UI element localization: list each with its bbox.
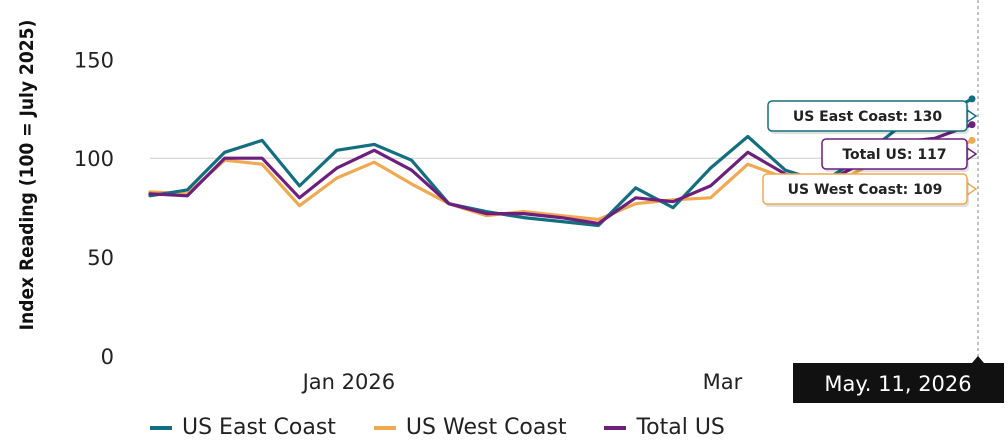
legend-label-total: Total US	[636, 415, 725, 440]
legend-item-west[interactable]: US West Coast	[373, 415, 567, 440]
callout-2: Total US: 117	[821, 138, 978, 172]
callout-box	[762, 173, 968, 205]
hover-date-label: May. 11, 2026	[824, 372, 971, 396]
y-axis-title: Index Reading (100 = July 2025)	[16, 20, 38, 331]
x-axis: Jan 2026 Mar	[301, 370, 743, 394]
legend-label-east: US East Coast	[182, 415, 336, 440]
legend-item-total[interactable]: Total US	[604, 415, 725, 440]
callout-box	[767, 100, 968, 132]
legend-swatch-east	[150, 425, 172, 430]
callout-box	[821, 138, 968, 170]
callout-layer: US East Coast: 130 Total US: 117 US West C…	[762, 100, 978, 207]
y-axis: 0 50 100 150	[74, 48, 114, 369]
legend-label-west: US West Coast	[405, 415, 567, 440]
callout-label: US East Coast: 130	[793, 109, 943, 125]
legend: US East Coast US West Coast Total US	[150, 415, 725, 440]
series-end-marker	[968, 95, 976, 103]
y-tick-label: 100	[74, 147, 114, 171]
callout-1: US West Coast: 109	[762, 173, 978, 207]
callout-label: Total US: 117	[842, 147, 946, 163]
legend-swatch-west	[373, 425, 396, 430]
series-end-marker	[968, 121, 976, 129]
y-tick-label: 50	[87, 246, 114, 270]
y-tick-label: 0	[101, 345, 114, 369]
callout-0: US East Coast: 130	[767, 100, 978, 134]
x-tick-label: Jan 2026	[301, 370, 396, 394]
y-tick-label: 150	[74, 48, 114, 72]
series-end-marker	[968, 136, 976, 144]
callout-label: US West Coast: 109	[788, 182, 943, 198]
x-tick-label: Mar	[703, 370, 743, 394]
legend-swatch-total	[604, 425, 627, 430]
hover-date-badge: May. 11, 2026	[793, 356, 1004, 403]
legend-item-east[interactable]: US East Coast	[150, 415, 336, 440]
